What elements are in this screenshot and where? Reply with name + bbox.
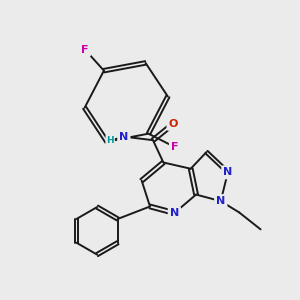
Text: O: O [169, 119, 178, 129]
Text: N: N [119, 132, 128, 142]
Text: N: N [216, 196, 225, 206]
Text: H: H [106, 136, 114, 145]
Text: F: F [82, 45, 89, 55]
Text: N: N [170, 208, 179, 218]
Text: F: F [171, 142, 178, 152]
Text: N: N [223, 167, 232, 177]
